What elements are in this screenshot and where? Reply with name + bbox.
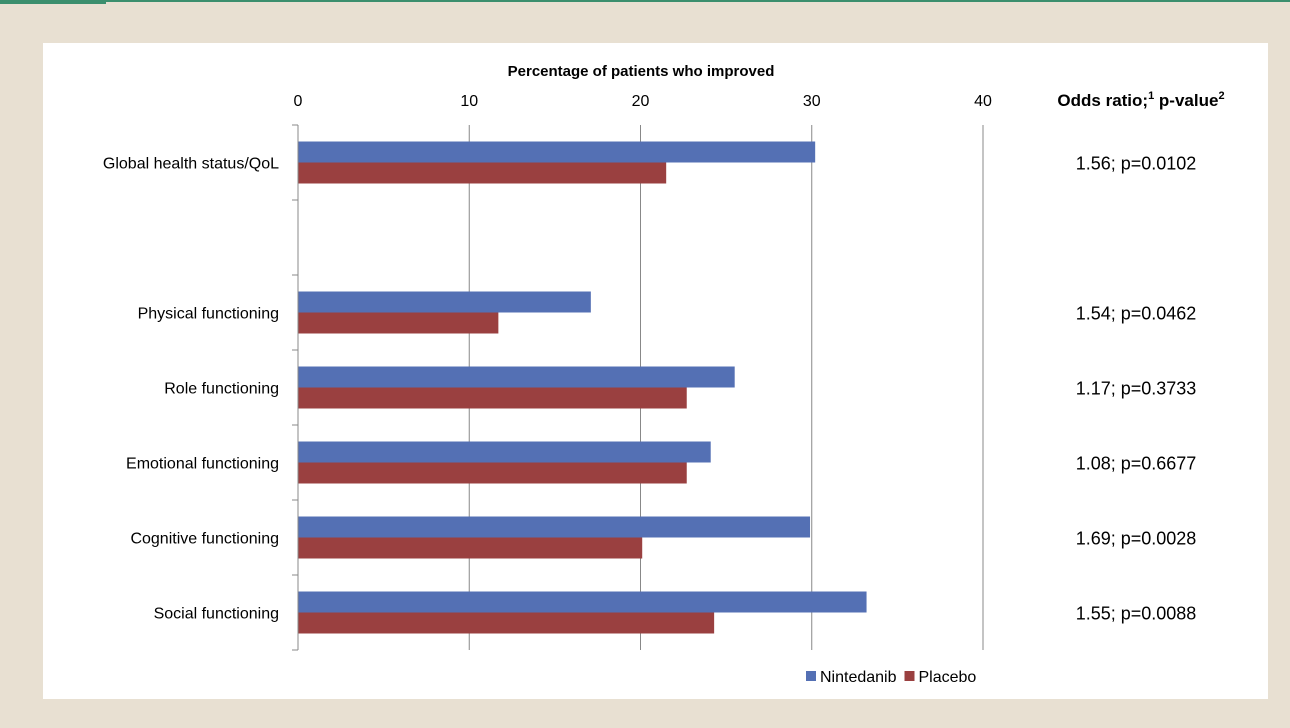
category-label-4: Emotional functioning — [126, 456, 279, 473]
bar-nintedanib-3 — [298, 366, 735, 388]
x-tick-labels: 0 10 20 30 40 — [294, 93, 992, 110]
category-label-6: Social functioning — [154, 606, 279, 623]
category-label-3: Role functioning — [164, 381, 279, 398]
annotation-6: 1.55; p=0.0088 — [1076, 604, 1197, 624]
bar-nintedanib-6 — [298, 591, 867, 613]
legend-swatch-placebo — [904, 671, 915, 681]
legend-label-nintedanib: Nintedanib — [820, 669, 897, 686]
category-label-5: Cognitive functioning — [130, 531, 279, 548]
annotation-5: 1.69; p=0.0028 — [1076, 529, 1197, 549]
bar-placebo-6 — [298, 612, 715, 634]
bar-nintedanib-2 — [298, 291, 591, 313]
category-labels: Global health status/QoL Physical functio… — [103, 156, 279, 623]
x-tick-label-2: 20 — [632, 93, 650, 110]
x-tick-label-0: 0 — [294, 93, 303, 110]
x-tick-label-4: 40 — [974, 93, 992, 110]
top-accent-line — [0, 0, 1290, 4]
bars — [298, 141, 867, 634]
bar-placebo-2 — [298, 312, 499, 334]
annotation-3: 1.17; p=0.3733 — [1076, 379, 1197, 399]
bar-placebo-0 — [298, 162, 667, 184]
annotation-4: 1.08; p=0.6677 — [1076, 454, 1197, 474]
annotations: 1.56; p=0.0102 1.54; p=0.0462 1.17; p=0.37… — [1076, 154, 1197, 624]
legend-swatch-nintedanib — [806, 671, 816, 681]
annotation-0: 1.56; p=0.0102 — [1076, 154, 1197, 174]
legend-label-placebo: Placebo — [919, 669, 977, 686]
top-accent-cap — [0, 0, 106, 4]
x-tick-label-3: 30 — [803, 93, 821, 110]
y-axis — [292, 124, 299, 651]
x-tick-label-1: 10 — [460, 93, 478, 110]
annotation-header: Odds ratio;1 p-value2 — [1057, 90, 1224, 110]
bar-placebo-5 — [298, 537, 643, 559]
category-label-2: Physical functioning — [138, 306, 279, 323]
annotation-2: 1.54; p=0.0462 — [1076, 304, 1197, 324]
category-label-0: Global health status/QoL — [103, 156, 279, 173]
bar-nintedanib-0 — [298, 141, 816, 163]
bar-nintedanib-4 — [298, 441, 711, 463]
bar-placebo-4 — [298, 462, 687, 484]
bar-placebo-3 — [298, 387, 687, 409]
chart-title: Percentage of patients who improved — [508, 63, 775, 80]
bar-nintedanib-5 — [298, 516, 811, 538]
legend: Nintedanib Placebo — [806, 669, 976, 686]
